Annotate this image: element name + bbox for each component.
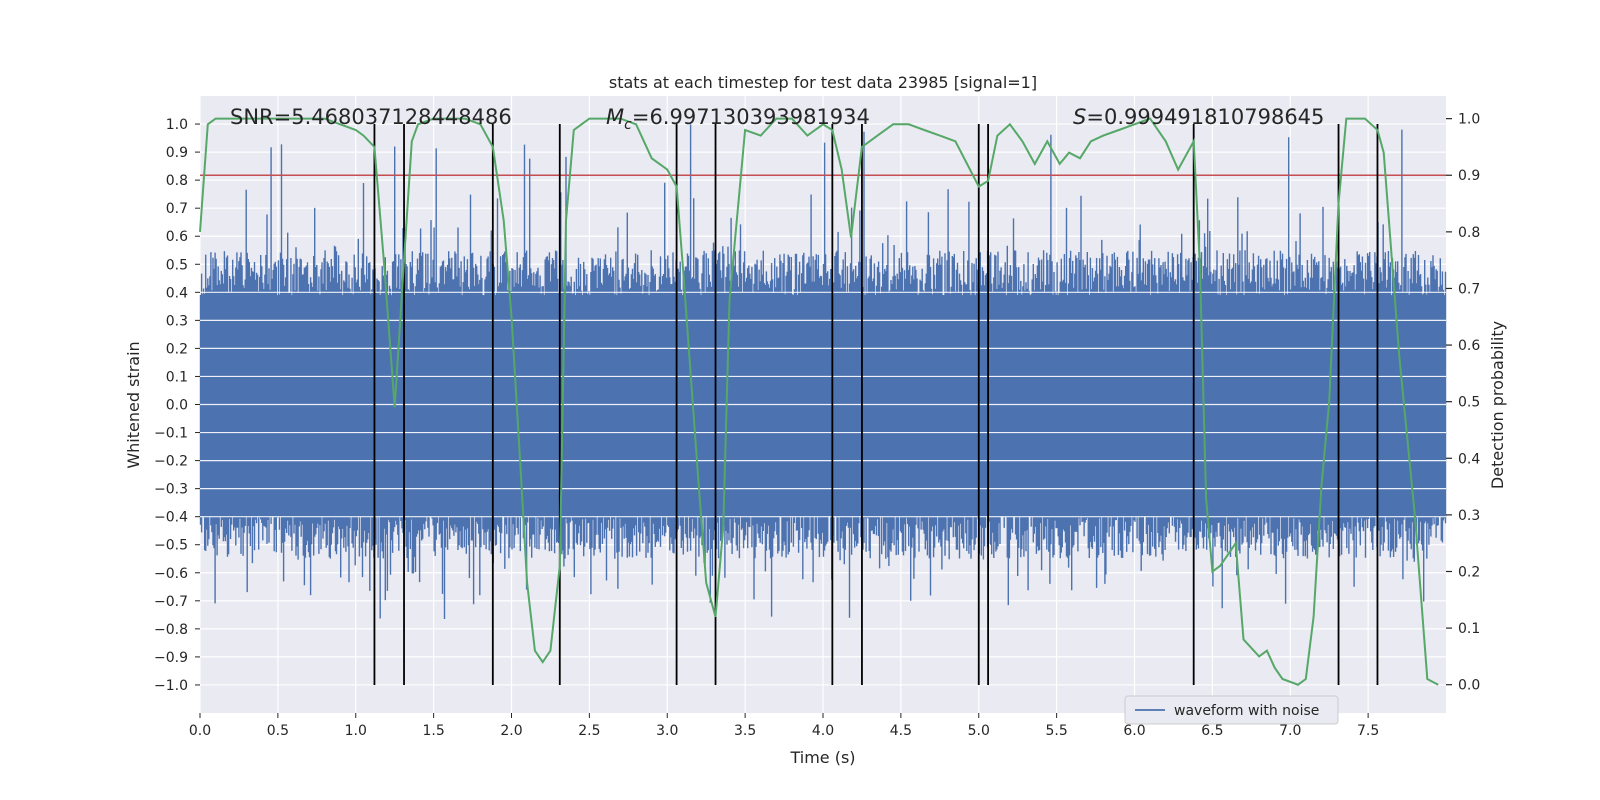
y2-tick-label: 1.0 — [1458, 112, 1480, 128]
x-tick-label: 0.0 — [189, 723, 211, 739]
mc-symbol: M — [606, 105, 624, 129]
legend: waveform with noise — [1124, 695, 1339, 725]
y-tick-label: 0.6 — [166, 229, 188, 245]
x-tick-label: 6.0 — [1123, 723, 1145, 739]
y-tick-label: 0.0 — [166, 398, 188, 414]
y-tick-label: 0.3 — [166, 313, 188, 329]
y-tick-label: −1.0 — [154, 678, 188, 694]
waveform-series — [199, 124, 1447, 619]
y-tick-label: 0.1 — [166, 369, 188, 385]
s-symbol: S — [1073, 105, 1086, 129]
x-tick-label: 5.5 — [1045, 723, 1067, 739]
s-value: 0.999491810798645 — [1104, 105, 1324, 129]
x-tick-label: 7.0 — [1279, 723, 1301, 739]
x-axis-label: Time (s) — [789, 748, 855, 767]
waveform-core — [200, 295, 1446, 517]
x-tick-label: 4.0 — [812, 723, 834, 739]
x-tick-label: 5.0 — [968, 723, 990, 739]
y2-axis-label: Detection probability — [1488, 321, 1507, 489]
snr-prefix: SNR= — [230, 105, 291, 129]
y-tick-label: 1.0 — [166, 117, 188, 133]
y2-tick-label: 0.4 — [1458, 451, 1480, 467]
legend-label: waveform with noise — [1174, 703, 1319, 719]
y-tick-label: −0.3 — [154, 482, 188, 498]
vertical-markers — [373, 124, 1379, 685]
y-tick-label: 0.4 — [166, 285, 188, 301]
y-tick-label: 0.5 — [166, 257, 188, 273]
y-tick-label: 0.8 — [166, 173, 188, 189]
x-tick-label: 0.5 — [267, 723, 289, 739]
y2-tick-label: 0.5 — [1458, 395, 1480, 411]
y-tick-label: −0.2 — [154, 454, 188, 470]
y-tick-label: −0.6 — [154, 566, 188, 582]
mc-subscript: c — [624, 117, 632, 133]
x-tick-label: 1.5 — [422, 723, 444, 739]
y-tick-label: 0.2 — [166, 341, 188, 357]
snr-annotation: SNR=5.468037128448486 — [230, 105, 512, 129]
x-tick-label: 2.5 — [578, 723, 600, 739]
mc-equals: = — [632, 105, 650, 129]
y-axis-label: Whitened strain — [124, 341, 143, 468]
x-tick-label: 4.5 — [890, 723, 912, 739]
x-tick-label: 1.0 — [345, 723, 367, 739]
axes: 0.0 0.5 1.0 1.5 2.0 2.5 3.0 3.5 4.0 4.5 5.0 5.5 6.0 6… — [154, 112, 1480, 739]
y-tick-label: −0.8 — [154, 622, 188, 638]
y2-tick-label: 0.3 — [1458, 508, 1480, 524]
y2-tick-label: 0.2 — [1458, 564, 1480, 580]
s-annotation: S=0.999491810798645 — [1073, 105, 1324, 129]
probability-line — [199, 117, 1439, 686]
mc-value: 6.997130393981934 — [649, 105, 869, 129]
chart-title: stats at each timestep for test data 239… — [609, 73, 1037, 92]
x-tick-label: 6.5 — [1201, 723, 1223, 739]
y-tick-label: 0.9 — [166, 145, 188, 161]
y-tick-label: −0.7 — [154, 594, 188, 610]
y-tick-label: 0.7 — [166, 201, 188, 217]
x-tick-label: 2.0 — [500, 723, 522, 739]
y-tick-label: −0.5 — [154, 538, 188, 554]
s-equals: = — [1086, 105, 1104, 129]
y2-tick-label: 0.7 — [1458, 281, 1480, 297]
legend-box — [1124, 695, 1339, 725]
snr-value: 5.468037128448486 — [291, 105, 511, 129]
x-tick-label: 3.0 — [656, 723, 678, 739]
y2-tick-label: 0.0 — [1458, 678, 1480, 694]
y-tick-label: −0.9 — [154, 650, 188, 666]
y-tick-label: −0.4 — [154, 510, 188, 526]
probability-series — [199, 117, 1439, 686]
y2-tick-label: 0.8 — [1458, 225, 1480, 241]
y2-tick-label: 0.6 — [1458, 338, 1480, 354]
y-tick-label: −0.1 — [154, 426, 188, 442]
chirp-mass-annotation: Mc=6.997130393981934 — [606, 105, 870, 133]
y2-tick-label: 0.9 — [1458, 168, 1480, 184]
y2-tick-label: 0.1 — [1458, 621, 1480, 637]
x-tick-label: 7.5 — [1357, 723, 1379, 739]
x-tick-label: 3.5 — [734, 723, 756, 739]
